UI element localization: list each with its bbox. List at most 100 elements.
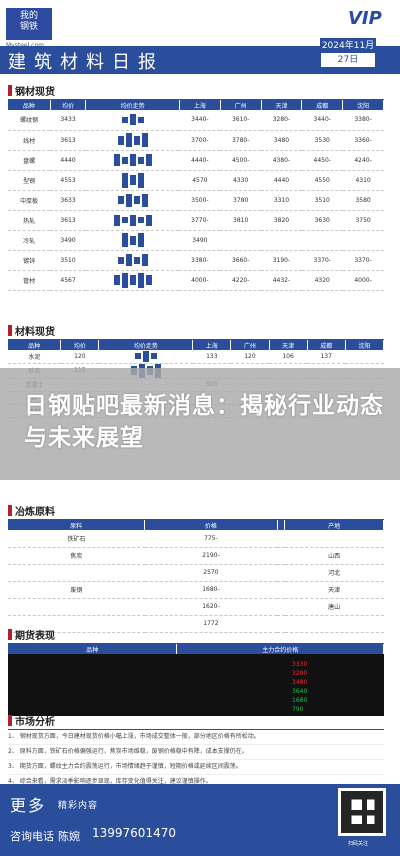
trend-bar [141,254,148,266]
steel-city-cd: 4550 [301,170,343,191]
steel-city-tj: 3480 [261,130,302,151]
steel-city-tj: 3280- [261,110,302,131]
raw-row: 废钢 1680- 天津 [8,581,384,599]
steel-row: 冷轧 3490 3490 [8,230,384,251]
date-day: 27日 [337,55,359,65]
trend-bar [125,133,132,147]
steel-row: 中厚板 3633 3500- 3780 3310 3510 3580 [8,190,384,211]
futures-table: 品种 主力合约价格 [8,644,384,654]
steel-row: 盘螺 4440 4440- 4500- 4380- 4450- 4240- [8,150,384,171]
steel-city-sh: 4440- [179,150,221,171]
steel-city-gz: 3780 [220,190,262,211]
raw-origin: 天津 [284,581,384,599]
materials-col-4: 广州 [230,340,270,350]
steel-city-sh: 3440- [179,110,221,131]
steel-city-cd: 3440- [301,110,343,131]
section-marker-icon [8,85,12,96]
steel-city-sy [342,230,384,251]
market-line: 3、 期货方面，螺纹主力合约震荡运行，市场情绪趋于谨慎，短期价格或延续区间震荡。 [8,760,384,775]
steel-city-sh: 3380- [179,250,221,271]
steel-table: 品种 均价 均价走势 上海 广州 天津 成都 沈阳 螺纹钢 3433 3440- 3610- 3280… [8,100,384,291]
steel-name: 热轧 [8,210,51,231]
steel-city-gz: 3810 [220,210,262,231]
report-header: 我的 钢铁 Mysteel.com VIP 建筑材料日报 2024年11月 27… [0,0,400,74]
raw-row: 1620- 唐山 [8,598,384,616]
footer-bar: 更多 精彩内容 咨询电话 陈婉 13997601470 扫码关注 [0,784,400,856]
steel-city-sh: 3500- [179,190,221,211]
trend-bar [117,135,124,145]
steel-city-tj: 3310 [261,190,302,211]
market-line: 1、 钢材现货方面，今日建材现货价格小幅上涨，市场成交整体一般，部分地区价格有所… [8,730,384,745]
raw-name: 废钢 [8,581,145,599]
steel-col-7: 沈阳 [342,100,384,110]
materials-city-sh: 133 [192,350,231,364]
materials-col-6: 成都 [307,340,346,350]
steel-name: 管材 [8,270,51,291]
raw-price: 2570 [144,564,278,582]
raw-row: 2570 河北 [8,564,384,582]
steel-name: 线材 [8,130,51,151]
trend-bar [145,154,152,166]
more-label[interactable]: 更多 [10,796,47,815]
steel-trend [85,210,180,231]
trend-bar [137,172,144,188]
raw-row: 焦炭 2190- 山西 [8,547,384,565]
raw-price: 775- [144,530,278,548]
steel-section-title: 钢材现货 [8,82,384,100]
steel-avg-price: 3510 [50,250,86,271]
trend-bar [134,353,141,360]
steel-city-cd: 3370- [301,250,343,271]
raw-price: 1772 [144,615,278,633]
steel-row: 管材 4567 4000- 4220- 4432- 4320 4000- [8,270,384,291]
trend-bar [137,116,144,123]
steel-city-cd: 3630 [301,210,343,231]
steel-row: 热轧 3613 3770- 3810 3820 3630 3750 [8,210,384,231]
steel-trend [85,250,180,271]
futures-ticks: 3330 3290 3480 3640 1680 790 [292,660,307,714]
headline-overlay[interactable]: 日钢贴吧最新消息：揭秘行业动态与未来展望 [0,368,400,480]
trend-bar [121,217,128,223]
headline-text[interactable]: 日钢贴吧最新消息：揭秘行业动态与未来展望 [24,393,384,451]
steel-trend [85,110,180,131]
steel-city-tj: 4432- [261,270,302,291]
steel-city-sy: 3580 [342,190,384,211]
steel-col-2: 均价走势 [85,100,180,110]
page-title: 建筑材料日报 [8,52,164,73]
steel-name: 中厚板 [8,190,51,211]
raw-spacer [277,564,285,582]
trend-bar [113,154,120,166]
more-subtitle: 精彩内容 [58,801,99,811]
raw-section: 冶炼原料 原料 价格 产地 铁矿石 775- 焦炭 2190- 山西 2570 河北 废钢 1680… [8,502,384,633]
steel-name: 螺纹钢 [8,110,51,131]
steel-city-tj [261,230,302,251]
steel-trend [85,270,180,291]
trend-bar [129,214,136,226]
steel-city-sh: 4570 [179,170,221,191]
logo-url[interactable]: Mysteel.com [6,42,44,49]
materials-col-7: 沈阳 [345,340,385,350]
raw-name [8,615,145,633]
qr-caption: 扫码关注 [347,841,368,847]
futures-tick: 3290 [292,670,308,677]
vip-label: VIP [348,8,382,29]
raw-col-0: 原料 [8,520,146,530]
steel-city-cd: 3530 [301,130,343,151]
phone-number[interactable]: 13997601470 [92,826,176,840]
brand-logo[interactable]: 我的 钢铁 [6,8,52,40]
trend-bar [145,214,152,226]
qr-code-icon[interactable] [338,788,386,836]
raw-origin: 山西 [284,547,384,565]
trend-bar [129,235,136,245]
trend-bar [125,254,132,266]
steel-trend [85,170,180,191]
steel-city-sh: 3700- [179,130,221,151]
trend-bar [129,275,136,285]
raw-table: 原料 价格 产地 铁矿石 775- 焦炭 2190- 山西 2570 河北 废钢 1680- 天津 16… [8,520,384,633]
steel-row: 螺纹钢 3433 3440- 3610- 3280- 3440- 3380- [8,110,384,131]
steel-row: 线材 3613 3700- 3780- 3480 3530 3360- [8,130,384,151]
section-marker-icon [8,715,12,726]
trend-bar [142,350,149,362]
trend-bar [121,272,128,288]
steel-city-gz: 4220- [220,270,262,291]
materials-col-2: 均价走势 [98,340,194,350]
